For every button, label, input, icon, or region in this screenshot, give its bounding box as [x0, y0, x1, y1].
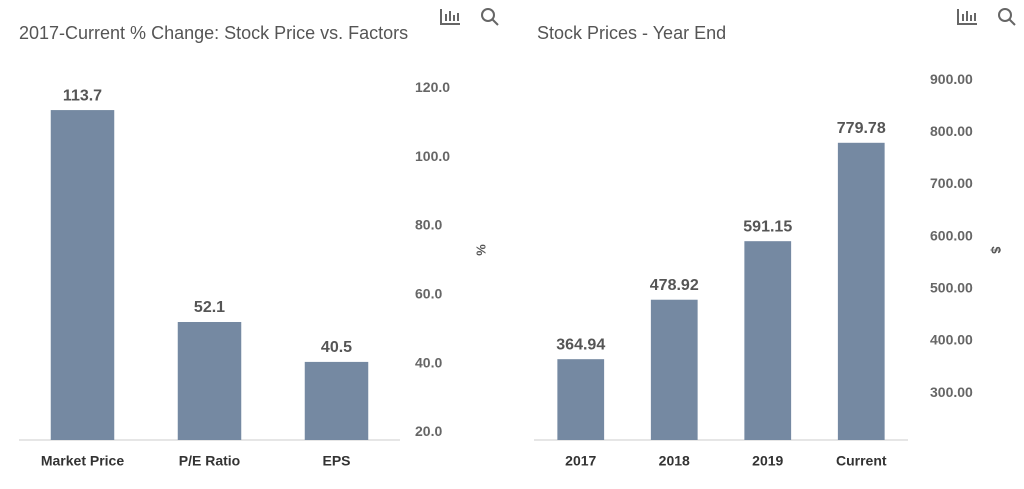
y-tick-label: 80.0	[415, 217, 442, 233]
y-axis-label: $	[989, 246, 1004, 254]
x-tick-label: 2018	[659, 453, 690, 469]
x-tick-label: Current	[836, 453, 887, 469]
value-label: 52.1	[194, 299, 225, 316]
value-label: 478.92	[650, 277, 699, 294]
y-tick-label: 400.00	[930, 332, 973, 348]
chart-icon[interactable]	[440, 9, 460, 25]
y-tick-label: 800.00	[930, 123, 973, 139]
bar	[177, 321, 242, 440]
bar	[650, 299, 698, 440]
value-label: 779.78	[837, 120, 886, 137]
y-tick-label: 500.00	[930, 279, 973, 295]
y-tick-label: 100.0	[415, 148, 450, 164]
bar	[557, 359, 605, 440]
search-icon[interactable]	[998, 8, 1016, 26]
y-tick-label: 600.00	[930, 227, 973, 243]
x-tick-label: Market Price	[41, 453, 124, 469]
x-tick-label: 2017	[565, 453, 596, 469]
bar	[50, 110, 115, 440]
value-label: 591.15	[743, 218, 792, 235]
y-tick-label: 40.0	[415, 354, 442, 370]
bar	[304, 361, 369, 440]
y-axis-label: %	[474, 244, 489, 256]
x-tick-label: 2019	[752, 453, 783, 469]
x-tick-label: EPS	[322, 453, 350, 469]
y-tick-label: 300.00	[930, 384, 973, 400]
search-icon[interactable]	[481, 8, 499, 26]
value-label: 40.5	[321, 339, 352, 356]
value-label: 113.7	[63, 87, 102, 104]
chart-title: Stock Prices - Year End	[537, 23, 726, 43]
y-tick-label: 700.00	[930, 175, 973, 191]
y-tick-label: 120.0	[415, 79, 450, 95]
value-label: 364.94	[556, 336, 605, 353]
chart-icon[interactable]	[957, 9, 977, 25]
y-tick-label: 900.00	[930, 71, 973, 87]
x-tick-label: P/E Ratio	[179, 453, 240, 469]
bar	[837, 142, 885, 440]
bar	[744, 241, 792, 440]
y-tick-label: 60.0	[415, 286, 442, 302]
chart-title: 2017-Current % Change: Stock Price vs. F…	[19, 23, 408, 43]
y-tick-label: 20.0	[415, 423, 442, 439]
